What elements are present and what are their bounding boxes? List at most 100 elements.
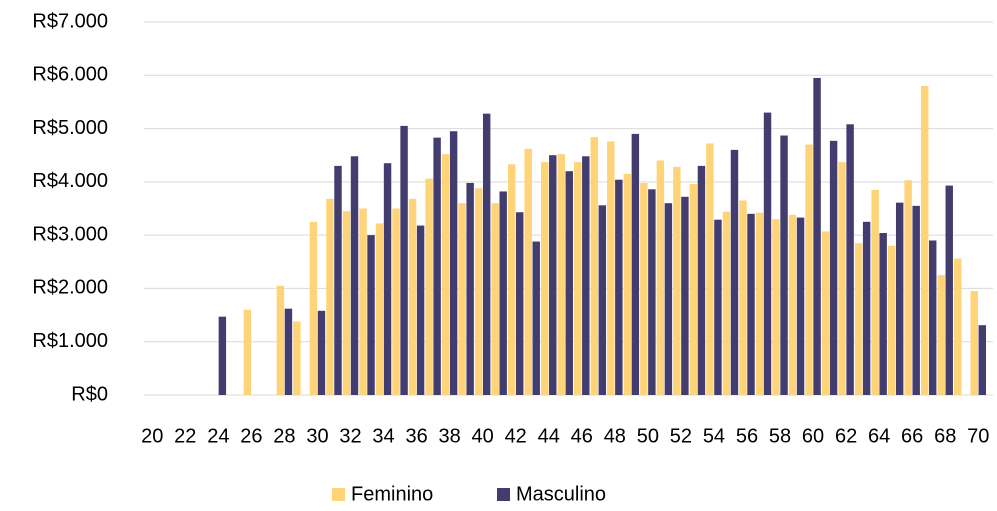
bar — [673, 166, 681, 395]
bar — [978, 325, 986, 395]
bar — [284, 308, 293, 395]
x-tick-label: 42 — [505, 425, 527, 447]
bar — [582, 156, 590, 395]
bar — [615, 179, 623, 395]
bar — [293, 321, 301, 395]
legend-label: Masculino — [516, 483, 606, 505]
bar — [929, 240, 937, 395]
x-tick-label: 46 — [571, 425, 593, 447]
x-tick-label: 66 — [901, 425, 923, 447]
bar — [714, 219, 722, 395]
y-tick-label: R$0 — [71, 383, 108, 405]
bar — [838, 162, 846, 395]
bar — [218, 316, 227, 395]
legend-swatch — [332, 488, 345, 501]
bar — [623, 173, 632, 395]
bar — [491, 203, 499, 395]
x-tick-label: 56 — [736, 425, 758, 447]
x-tick-label: 34 — [372, 425, 394, 447]
bar — [383, 163, 392, 395]
bar — [317, 310, 326, 395]
bar — [433, 137, 441, 395]
bar — [755, 212, 764, 395]
bar — [309, 221, 318, 395]
y-tick-label: R$1.000 — [32, 330, 108, 352]
x-tick-label: 62 — [835, 425, 857, 447]
bar — [854, 243, 863, 395]
y-tick-label: R$4.000 — [32, 170, 108, 192]
x-tick-label: 58 — [769, 425, 791, 447]
bar — [350, 156, 359, 395]
y-tick-label: R$3.000 — [32, 223, 108, 245]
bar — [664, 203, 673, 395]
x-tick-label: 26 — [240, 425, 262, 447]
bar — [574, 162, 582, 395]
bar — [499, 191, 507, 395]
y-tick-label: R$5.000 — [32, 117, 108, 139]
x-tick-label: 28 — [273, 425, 295, 447]
bar — [449, 131, 458, 395]
bar — [920, 85, 929, 395]
bar — [722, 211, 731, 395]
bar — [912, 205, 920, 395]
bar — [805, 144, 813, 395]
bar — [590, 137, 598, 395]
bar — [359, 208, 367, 395]
bar — [681, 196, 689, 395]
y-tick-label: R$2.000 — [32, 277, 108, 299]
bar — [532, 241, 540, 395]
x-tick-label: 40 — [472, 425, 494, 447]
bar — [871, 189, 879, 395]
x-tick-label: 70 — [967, 425, 989, 447]
bar — [441, 154, 450, 395]
bar — [425, 178, 433, 395]
x-tick-label: 30 — [306, 425, 328, 447]
bar — [326, 198, 334, 395]
bar — [970, 291, 978, 395]
x-tick-label: 22 — [174, 425, 196, 447]
bar — [557, 154, 565, 395]
bar — [392, 208, 400, 395]
bar — [631, 133, 640, 395]
y-tick-label: R$6.000 — [32, 64, 108, 86]
x-tick-label: 38 — [438, 425, 460, 447]
bar — [458, 203, 466, 395]
bar — [648, 189, 656, 395]
bar — [334, 165, 342, 395]
bar — [408, 198, 417, 395]
x-tick-label: 50 — [637, 425, 659, 447]
bar — [862, 221, 871, 395]
bar — [780, 135, 788, 395]
bar — [524, 148, 532, 395]
bar — [656, 160, 665, 395]
x-tick-label: 68 — [934, 425, 956, 447]
x-tick-label: 64 — [868, 425, 890, 447]
bar — [342, 211, 351, 395]
bar — [945, 185, 953, 395]
bar — [954, 258, 962, 395]
bar — [697, 165, 706, 395]
bar — [607, 141, 615, 395]
bar — [375, 223, 384, 395]
bar — [895, 202, 904, 395]
bar — [367, 235, 375, 395]
bar — [796, 217, 805, 395]
bar — [739, 200, 747, 395]
bar — [482, 113, 491, 395]
bar — [821, 231, 830, 395]
bar — [937, 275, 945, 395]
bar — [879, 233, 887, 395]
bar — [763, 112, 772, 395]
bar — [813, 77, 821, 395]
bar — [598, 205, 607, 395]
bar — [706, 143, 714, 395]
bar — [516, 212, 524, 395]
bar — [507, 164, 516, 395]
legend-swatch — [497, 488, 510, 501]
bar — [747, 213, 755, 395]
bar — [541, 162, 549, 395]
bar — [788, 214, 797, 395]
bar — [466, 182, 474, 395]
x-tick-label: 24 — [207, 425, 229, 447]
